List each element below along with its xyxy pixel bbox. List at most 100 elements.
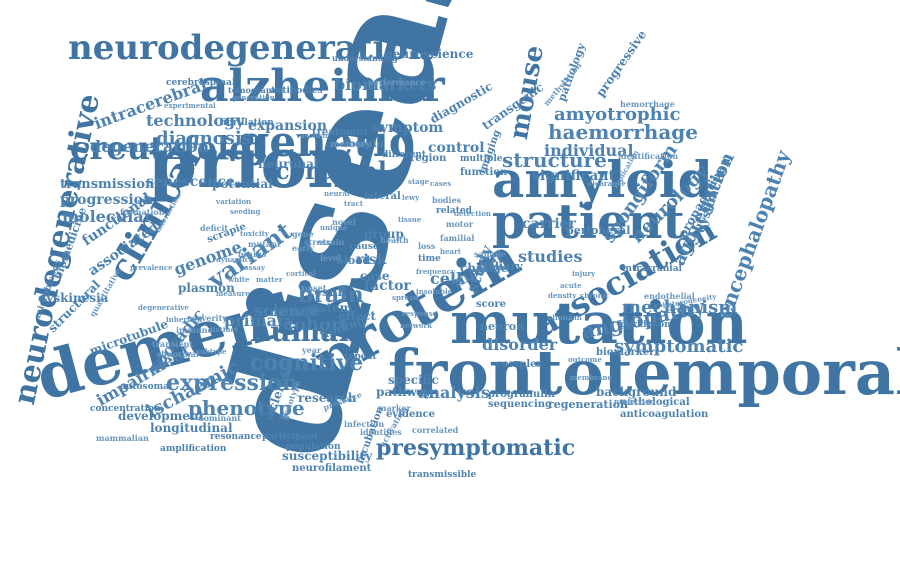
word-studies: studies	[518, 247, 583, 267]
word-repeat: repeat	[344, 351, 377, 362]
word-identification: identification	[618, 150, 679, 161]
word-frequency: frequency	[416, 267, 456, 277]
word-control: control	[428, 139, 485, 156]
word-sequencing: sequencing	[488, 399, 553, 410]
word-early: early	[292, 242, 315, 253]
word-risk: risk	[356, 251, 387, 268]
word-score: score	[476, 299, 507, 310]
word-cerebral: cerebral	[275, 155, 387, 185]
word-degenerative: degenerative	[138, 303, 189, 313]
word-population: population	[286, 441, 341, 452]
word-longitudinal: longitudinal	[150, 421, 233, 436]
word-effect: effect	[338, 309, 376, 324]
word-intracranial: intracranial	[622, 263, 682, 274]
word-carrier: carrier	[522, 215, 576, 232]
word-case: case	[360, 269, 390, 284]
word-subtype: subtype	[196, 347, 227, 357]
word-region: region	[410, 153, 447, 164]
word-novel: novel	[332, 216, 356, 227]
word-clinician: clinician	[548, 313, 582, 323]
word-result: result	[308, 285, 348, 300]
word-creutzfeldt: creutzfeldt	[70, 129, 267, 168]
word-hemorrhage: hemorrhage	[620, 98, 675, 109]
word-vascular: vascular	[296, 131, 329, 141]
word-research: research	[298, 391, 357, 406]
word-technology: technology	[146, 111, 245, 131]
word-unique: unique	[320, 223, 348, 233]
word-symptomatic: symptomatic	[614, 335, 744, 357]
word-sample: sample	[474, 248, 506, 259]
word-level: level	[320, 252, 341, 263]
word-prevalence: prevalence	[130, 263, 173, 273]
word-antibodies: antibodies	[270, 85, 323, 96]
word-understanding: understanding	[332, 52, 398, 63]
word-density: density	[548, 291, 577, 301]
word-protection: protection	[614, 397, 655, 407]
word-injury: injury	[572, 269, 596, 279]
word-detection: detection	[454, 209, 491, 219]
word-experimental: experimental	[164, 101, 216, 111]
word-chronic: chronic	[580, 291, 610, 301]
word-endothelial: endothelial	[644, 290, 695, 301]
word-generation: generation	[232, 93, 275, 103]
word-blood: blood	[336, 254, 371, 268]
word-mammalian: mammalian	[96, 432, 149, 443]
word-domain: domain	[342, 139, 384, 150]
word-pathway: pathway	[376, 385, 432, 400]
word-amyloid: amyloid	[492, 150, 713, 209]
word-method: method	[270, 306, 317, 320]
word-phenotype: phenotype	[188, 396, 305, 420]
word-heart: heart	[440, 247, 461, 257]
word-lewy: lewy	[402, 193, 420, 203]
word-brain: brain	[298, 282, 364, 309]
word-immune: immune	[176, 324, 213, 335]
word-abnormal: abnormal	[156, 348, 199, 359]
word-anticoagulation: anticoagulation	[620, 409, 709, 420]
word-gene: gene	[292, 228, 314, 239]
word-development: development	[118, 409, 205, 424]
word-transmissible: transmissible	[408, 469, 477, 480]
word-autosomal: autosomal	[120, 381, 173, 392]
word-disorder: disorder	[482, 335, 558, 355]
word-cortical: cortical	[286, 269, 316, 279]
word-group: group	[364, 227, 404, 242]
word-brains: brains	[238, 248, 267, 259]
word-distinct: distinct	[208, 325, 238, 335]
word-genetic: genetic	[240, 117, 415, 167]
word-mechanism: mechanism	[622, 296, 738, 318]
word-cohort: cohort	[283, 313, 349, 335]
word-human: human	[250, 314, 359, 348]
word-toxicity: toxicity	[240, 229, 269, 239]
word-variation: variation	[216, 197, 252, 207]
word-clearance: clearance	[588, 179, 626, 189]
word-measure: measure	[216, 289, 250, 299]
word-neuronal: neuronal	[258, 157, 319, 172]
word-multiple: multiple	[460, 153, 503, 164]
word-formation: formation	[120, 206, 165, 217]
word-severity: severity	[192, 312, 227, 323]
word-symptom: symptom	[372, 119, 444, 136]
word-memory: memory	[330, 139, 371, 150]
word-parkinson: parkinson	[620, 319, 671, 330]
word-fibrillation: fibrillation	[220, 117, 274, 128]
word-degeneration: degeneration	[90, 137, 210, 157]
word-concentration: concentration	[90, 403, 161, 414]
word-tomography: tomography	[228, 84, 282, 95]
word-transient: transient	[152, 338, 194, 349]
word-related: related	[436, 205, 472, 216]
word-acute: acute	[560, 281, 582, 291]
word-molecular: molecular	[62, 207, 153, 227]
word-plasmon: plasmon	[178, 281, 235, 296]
word-familial: familial	[440, 232, 475, 243]
word-loss: loss	[418, 240, 436, 251]
word-response: response	[402, 309, 438, 319]
word-deficit: deficit	[200, 222, 229, 233]
word-science: science	[254, 301, 321, 321]
word-alzheimer: alzheimer	[200, 60, 445, 112]
word-motor: motor	[446, 218, 474, 229]
word-change: change	[460, 261, 509, 276]
word-stage: stage	[408, 177, 430, 187]
word-year: year	[302, 344, 322, 355]
word-ciliary: ciliary	[484, 260, 523, 274]
